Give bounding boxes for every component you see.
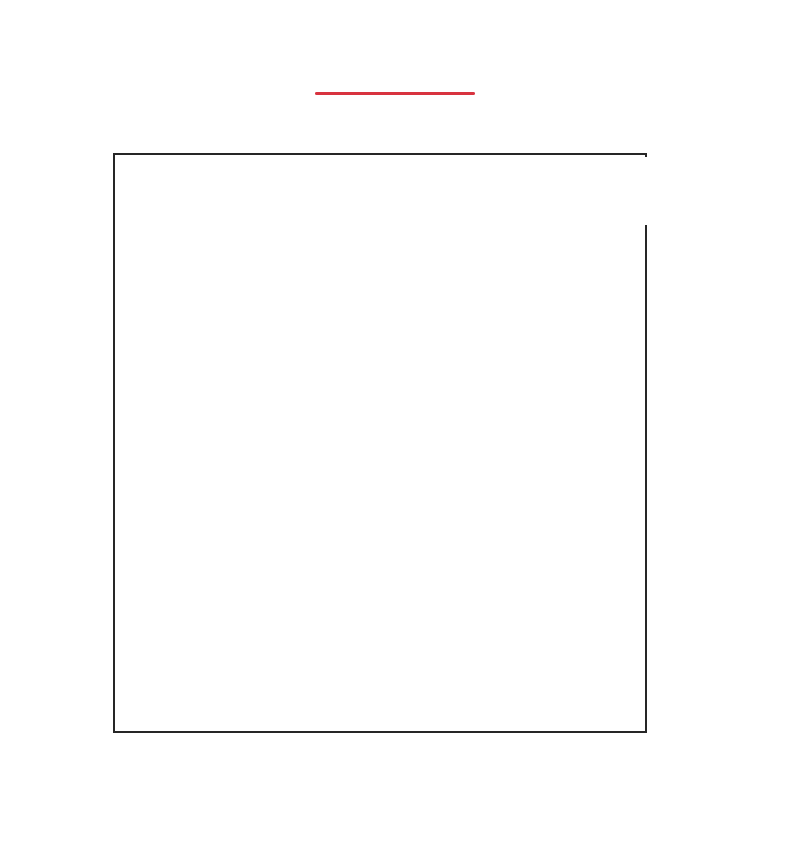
title-underline-rule [315,92,475,95]
curves-svg [115,155,645,731]
x-secondary-axis-rule [108,782,688,798]
x-primary-axis-rule [108,733,668,747]
model-info-box [433,157,647,225]
plot-area [113,153,647,733]
npsh-axis-rule [682,528,712,728]
